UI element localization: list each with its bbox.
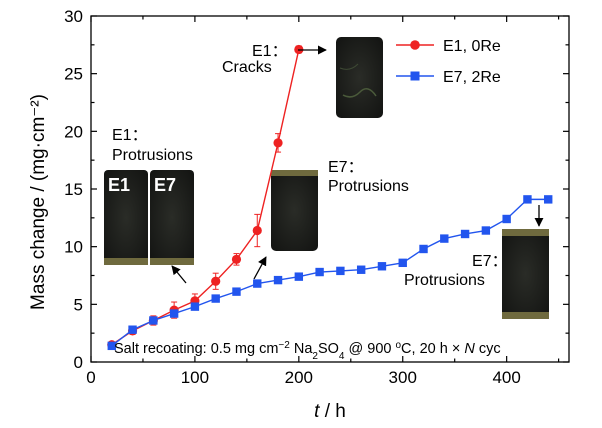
- data-point: [273, 138, 283, 148]
- data-point: [481, 226, 491, 235]
- annotation-e1-cracks-line1: E1：: [252, 43, 288, 60]
- specimen-label-e1: E1: [108, 175, 130, 195]
- y-tick-label: 15: [64, 180, 83, 199]
- annotation-e7-protrusions-right-line1: E7：: [472, 253, 508, 270]
- specimen-photo-e7-right: [502, 229, 549, 319]
- data-point: [460, 229, 470, 239]
- specimen-photo-e1-cracks: [336, 37, 383, 118]
- footnote-part5: C, 20 h ×: [401, 341, 464, 357]
- data-point: [356, 265, 366, 274]
- footnote-sub1: 2: [312, 351, 318, 362]
- legend-label-e7: E7, 2Re: [443, 69, 501, 86]
- x-tick-label: 0: [86, 368, 95, 387]
- data-point: [252, 225, 262, 236]
- annotation-e7-protrusions-mid-line2: Protrusions: [328, 178, 409, 195]
- data-point: [544, 195, 553, 204]
- data-point: [169, 309, 179, 318]
- series-layer: [107, 44, 553, 351]
- y-tick-label: 10: [64, 238, 83, 257]
- data-point: [190, 302, 200, 311]
- axis-ticks: 0 100 200 300 400 0 5 10 15 20 25 30: [64, 7, 569, 387]
- specimen-label-e7: E7: [154, 175, 176, 195]
- annotation-e1-protrusions: E1： Protrusions: [112, 127, 193, 284]
- footnote-part6: cyc: [475, 341, 501, 357]
- y-tick-label: 30: [64, 7, 83, 26]
- data-point: [419, 244, 428, 254]
- data-point: [128, 325, 137, 334]
- data-point: [273, 275, 283, 285]
- footnote-part2: Na: [290, 341, 314, 357]
- specimen-photo-e1-protrusions: E1: [104, 170, 148, 265]
- annotation-e7-protrusions-right: E7： Protrusions: [404, 205, 544, 289]
- annotation-e7-protrusions-right-line2: Protrusions: [404, 272, 485, 289]
- salt-recoating-note: Salt recoating: 0.5 mg cm−2 Na2SO4 @ 900…: [114, 340, 501, 362]
- data-point: [377, 262, 387, 271]
- y-tick-label: 25: [64, 65, 83, 84]
- y-tick-label: 0: [74, 353, 83, 372]
- annotation-e7-protrusions-mid-line1: E7：: [328, 159, 364, 176]
- x-axis-title: t / h: [314, 401, 346, 422]
- data-point: [107, 341, 116, 351]
- annotation-e1-protrusions-line1: E1：: [112, 127, 148, 144]
- legend-marker-e7: [410, 71, 420, 81]
- data-point: [231, 254, 242, 264]
- data-point: [149, 316, 158, 325]
- footnote-part4: @ 900: [344, 341, 395, 357]
- x-axis-title-var: t: [314, 401, 320, 422]
- x-tick-label: 400: [492, 368, 520, 387]
- data-point: [440, 234, 449, 243]
- annotation-e1-protrusions-line2: Protrusions: [112, 147, 193, 164]
- footnote-italic: N: [464, 341, 475, 357]
- y-tick-label: 5: [74, 295, 83, 314]
- x-tick-label: 100: [181, 368, 209, 387]
- specimen-photo-e7-mid: [271, 170, 318, 251]
- annotation-e1-cracks-line2: Cracks: [222, 59, 272, 76]
- x-tick-label: 200: [285, 368, 313, 387]
- x-axis-title-unit: / h: [319, 401, 345, 422]
- y-tick-label: 20: [64, 122, 83, 141]
- legend-marker-e1: [410, 40, 420, 50]
- series-line: [111, 198, 549, 347]
- footnote-sup2: o: [395, 340, 401, 351]
- data-point: [502, 214, 511, 224]
- footnote-part1: Salt recoating: 0.5 mg cm: [114, 341, 278, 357]
- data-point: [232, 287, 241, 296]
- data-point: [523, 195, 532, 204]
- footnote-sub2: 4: [339, 351, 345, 362]
- data-point: [336, 266, 345, 276]
- legend-label-e1: E1, 0Re: [443, 38, 501, 55]
- data-point: [211, 276, 221, 286]
- data-point: [315, 267, 324, 277]
- footnote-part3: SO: [318, 341, 339, 357]
- annotation-e1-cracks: E1： Cracks: [222, 43, 327, 76]
- series-e7: [107, 195, 553, 351]
- data-point: [253, 279, 262, 288]
- annotation-e7-protrusions-mid: E7： Protrusions: [253, 159, 409, 280]
- arrow-e7-protrusions-mid: [253, 256, 267, 280]
- arrow-e1-protrusions: [171, 265, 187, 284]
- footnote-sup1: −2: [278, 340, 290, 351]
- x-tick-label: 300: [389, 368, 417, 387]
- data-point: [294, 272, 304, 281]
- legend: E1, 0Re E7, 2Re: [396, 38, 501, 86]
- data-point: [398, 258, 407, 268]
- data-point: [211, 294, 220, 303]
- y-axis-title: Mass change / (mg·cm⁻²): [28, 94, 49, 310]
- specimen-photo-e7-left: E7: [150, 170, 194, 265]
